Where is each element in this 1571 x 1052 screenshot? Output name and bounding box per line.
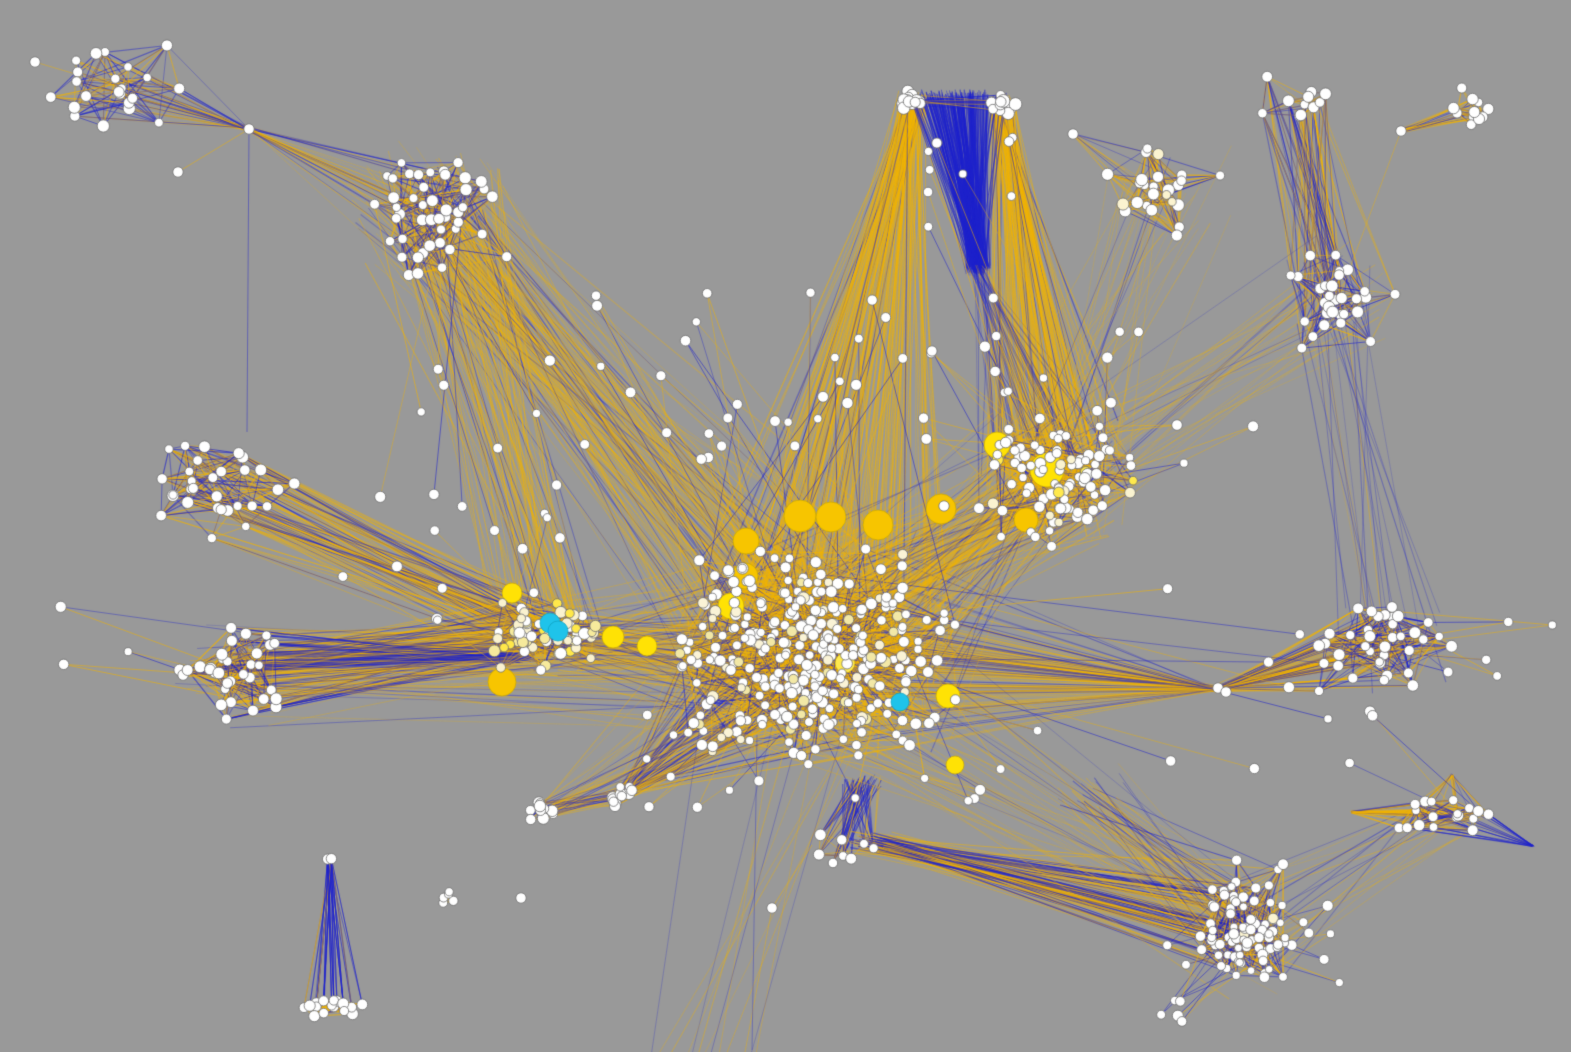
network-visualization — [0, 0, 1571, 1052]
network-graph-canvas[interactable] — [0, 0, 1571, 1052]
